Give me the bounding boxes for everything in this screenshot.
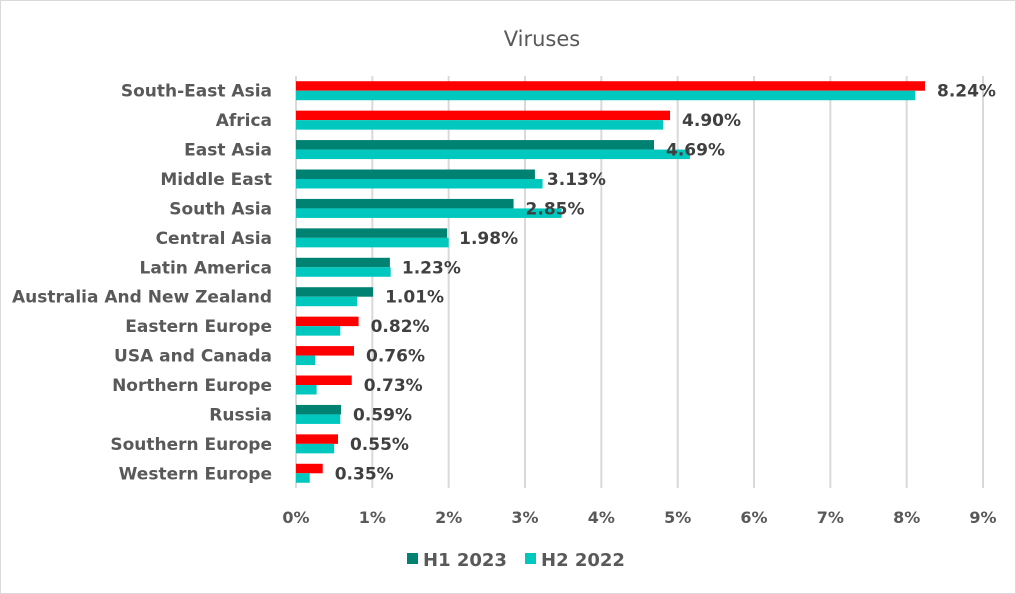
data-label: 0.59% (353, 405, 412, 425)
category-label: Latin America (140, 258, 272, 278)
category-labels: South-East Asia Africa East Asia Middle Eas… (12, 82, 272, 485)
bar-h1-2023 (296, 463, 323, 474)
bar-h1-2023 (296, 316, 359, 327)
bar-h1-2023 (296, 287, 374, 297)
bar-h1-2023 (296, 140, 655, 150)
bar-h2-2022 (296, 208, 562, 218)
x-tick-label: 9% (969, 508, 996, 527)
category-label: Middle East (160, 170, 272, 190)
bar-h2-2022 (296, 296, 358, 307)
bar-h1-2023 (296, 404, 342, 415)
category-label: Western Europe (119, 464, 272, 484)
category-label: Southern Europe (110, 435, 272, 455)
category-label: South-East Asia (121, 82, 272, 102)
bar-h1-2023 (296, 434, 338, 444)
bar-h2-2022 (296, 179, 543, 189)
bar-h1-2023 (296, 375, 352, 385)
x-tick-label: 0% (282, 508, 309, 527)
legend-label-h1-2023: H1 2023 (423, 550, 507, 571)
category-label: South Asia (169, 199, 272, 219)
data-label: 0.73% (364, 376, 423, 396)
data-label: 0.55% (350, 435, 409, 455)
bar-h2-2022 (296, 443, 335, 454)
x-tick-label: 5% (664, 508, 691, 527)
data-labels: 8.24% 4.90% 4.69% 3.13% 2.85% 1.98% 1.23% 1.01%… (335, 82, 996, 485)
bar-h2-2022 (296, 414, 341, 424)
data-label: 4.90% (682, 111, 741, 131)
data-label: 4.69% (666, 141, 725, 161)
x-tick-label: 2% (435, 508, 462, 527)
bar-h2-2022 (296, 149, 690, 160)
x-tick-label: 6% (740, 508, 767, 527)
x-axis-ticks: 0% 1% 2% 3% 4% 5% 6% 7% 8% 9% (282, 508, 996, 527)
bar-h2-2022 (296, 120, 664, 130)
category-label: Russia (209, 405, 272, 425)
bar-h2-2022 (296, 237, 449, 248)
data-label: 2.85% (526, 199, 585, 219)
bar-h1-2023 (296, 110, 671, 121)
x-tick-label: 8% (893, 508, 920, 527)
category-label: East Asia (184, 141, 272, 161)
bar-h1-2023 (296, 346, 355, 356)
data-label: 8.24% (937, 82, 996, 102)
bar-h2-2022 (296, 90, 916, 101)
x-tick-label: 3% (511, 508, 538, 527)
chart-title: Viruses (504, 27, 580, 51)
bar-h1-2023 (296, 169, 535, 179)
category-label: Eastern Europe (125, 317, 272, 337)
x-tick-label: 1% (359, 508, 386, 527)
bar-h2-2022 (296, 385, 317, 395)
bar-h1-2023 (296, 257, 390, 268)
data-label: 1.01% (385, 288, 444, 308)
x-tick-label: 4% (588, 508, 615, 527)
bar-h2-2022 (296, 473, 310, 483)
gridlines (295, 76, 984, 488)
data-label: 1.23% (402, 258, 461, 278)
category-label: Central Asia (156, 229, 272, 249)
legend-swatch-h1-2023 (407, 553, 418, 564)
category-label: USA and Canada (114, 347, 272, 367)
bar-h2-2022 (296, 326, 341, 336)
data-label: 0.76% (366, 347, 425, 367)
category-label: Africa (216, 111, 272, 131)
bars (296, 81, 925, 483)
legend-label-h2-2022: H2 2022 (541, 550, 625, 571)
data-label: 0.82% (371, 317, 430, 337)
bar-h1-2023 (296, 198, 514, 209)
bar-h1-2023 (296, 228, 448, 238)
category-label: Northern Europe (112, 376, 272, 396)
data-label: 3.13% (547, 170, 606, 190)
legend-swatch-h2-2022 (525, 553, 536, 564)
bar-h1-2023 (296, 81, 925, 91)
x-tick-label: 7% (817, 508, 844, 527)
legend: H1 2023 H2 2022 (407, 550, 625, 571)
category-label: Australia And New Zealand (12, 288, 272, 308)
data-label: 0.35% (335, 464, 394, 484)
data-label: 1.98% (459, 229, 518, 249)
bar-h2-2022 (296, 267, 391, 277)
bar-h2-2022 (296, 355, 316, 366)
